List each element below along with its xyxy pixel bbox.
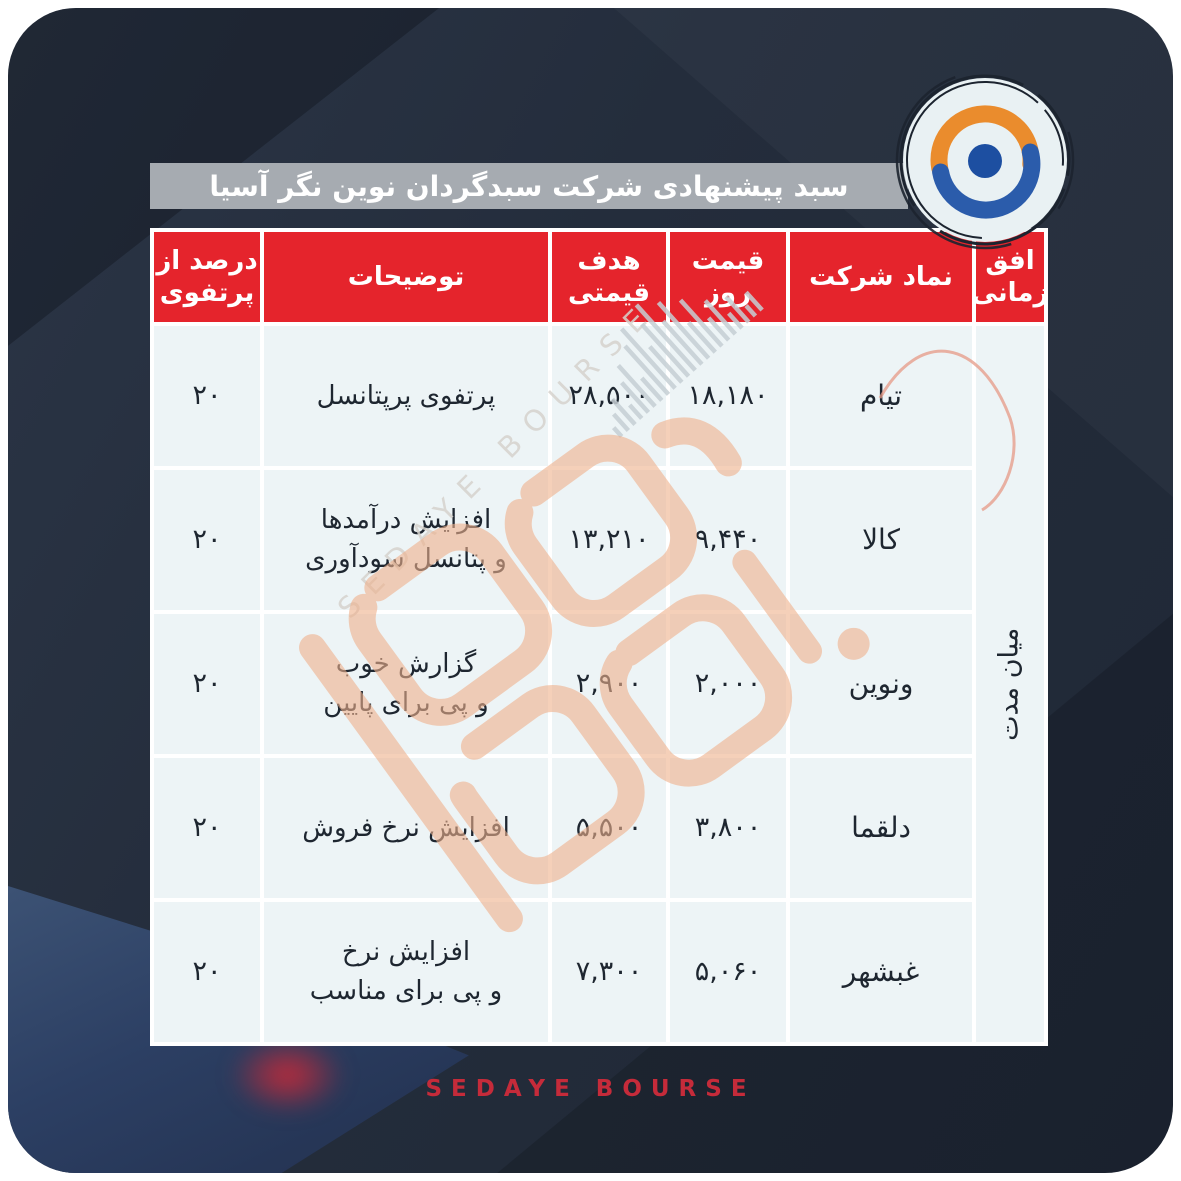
header-notes: توضیحات	[264, 232, 548, 322]
symbol-cell: ونوین	[790, 614, 972, 754]
target-price-cell: ۱۳,۲۱۰	[552, 470, 666, 610]
page-title: سبد پیشنهادی شرکت سبدگردان نوین نگر آسیا	[209, 169, 849, 203]
notes-cell: افزایش درآمدها و پتانسل سودآوری	[264, 470, 548, 610]
target-price-cell: ۷,۳۰۰	[552, 902, 666, 1042]
logo-pupil	[968, 144, 1002, 178]
notes-cell: افزایش نرخ و پی برای مناسب	[264, 902, 548, 1042]
symbol-cell: تیام	[790, 326, 972, 466]
header-company-symbol: نماد شرکت	[790, 232, 972, 322]
target-price-cell: ۲,۹۰۰	[552, 614, 666, 754]
header-target-price: هدف قیمتی	[552, 232, 666, 322]
target-price-cell: ۵,۵۰۰	[552, 758, 666, 898]
day-price-cell: ۵,۰۶۰	[670, 902, 786, 1042]
logo-blue-arc	[932, 143, 1041, 219]
symbol-cell: کالا	[790, 470, 972, 610]
notes-cell: گزارش خوب و پی برای پایین	[264, 614, 548, 754]
red-glow-decoration	[230, 1036, 345, 1114]
day-price-cell: ۲,۰۰۰	[670, 614, 786, 754]
time-horizon-merged-cell: میان مدت	[976, 326, 1044, 1042]
title-bar: سبد پیشنهادی شرکت سبدگردان نوین نگر آسیا	[150, 163, 908, 209]
portfolio-percent-cell: ۲۰	[154, 614, 260, 754]
header-day-price: قیمت روز	[670, 232, 786, 322]
target-price-cell: ۲۸,۵۰۰	[552, 326, 666, 466]
notes-cell: افزایش نرخ فروش	[264, 758, 548, 898]
symbol-cell: غبشهر	[790, 902, 972, 1042]
portfolio-percent-cell: ۲۰	[154, 902, 260, 1042]
day-price-cell: ۹,۴۴۰	[670, 470, 786, 610]
logo-orange-arc	[930, 105, 1040, 177]
symbol-cell: دلقما	[790, 758, 972, 898]
notes-cell: پرتفوی پرپتانسل	[264, 326, 548, 466]
footer-brand-text: SEDAYE BOURSE	[425, 1076, 756, 1102]
portfolio-percent-cell: ۲۰	[154, 326, 260, 466]
day-price-cell: ۳,۸۰۰	[670, 758, 786, 898]
portfolio-percent-cell: ۲۰	[154, 758, 260, 898]
sedaye-bourse-eye-logo	[895, 70, 1075, 250]
portfolio-percent-cell: ۲۰	[154, 470, 260, 610]
header-portfolio-percent: درصد از پرتفوی	[154, 232, 260, 322]
dark-card: سبد پیشنهادی شرکت سبدگردان نوین نگر آسیا…	[8, 8, 1173, 1173]
day-price-cell: ۱۸,۱۸۰	[670, 326, 786, 466]
portfolio-table: افق زمانی نماد شرکت قیمت روز هدف قیمتی ت…	[150, 228, 1048, 1046]
footer: SEDAYE BOURSE	[8, 1076, 1173, 1102]
